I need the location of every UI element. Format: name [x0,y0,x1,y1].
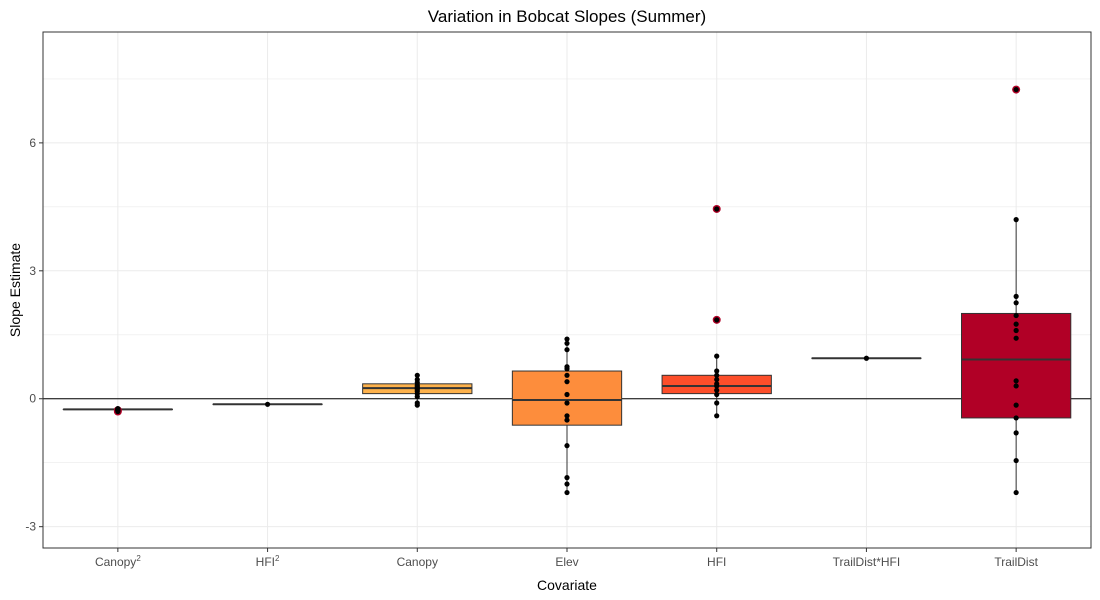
data-point [1013,327,1019,334]
data-point [714,391,720,398]
data-point [564,364,570,370]
x-tick-label: HFI2 [256,554,280,569]
x-tick-label: Canopy2 [95,554,141,569]
data-point [564,372,570,378]
data-point [1013,402,1019,408]
data-point [564,340,570,346]
data-point [564,347,570,353]
outlier-center-point [1013,86,1019,93]
x-axis-title: Covariate [537,577,597,593]
y-axis-ticks: -3 0 3 6 [25,136,43,534]
data-point [714,353,720,359]
x-tick-label: TrailDist*HFI [833,555,901,569]
data-point [564,400,570,406]
data-point [1013,293,1019,299]
data-point [564,417,570,423]
data-point [564,443,570,449]
y-axis-title: Slope Estimate [7,243,23,337]
data-point [564,475,570,481]
outlier-center-point [714,317,720,323]
data-point [714,368,720,374]
outlier-center-point [714,206,720,212]
data-point [564,336,570,342]
data-point [564,481,570,487]
x-tick-label: Canopy [397,555,438,569]
data-point [564,413,570,419]
data-point [564,379,570,385]
data-point [863,355,870,361]
y-tick-label: -3 [25,520,36,534]
data-point [1013,415,1019,421]
data-point [1013,457,1019,464]
data-point [1013,378,1019,384]
data-point [564,391,570,398]
data-point [414,400,420,406]
x-tick-label: TrailDist [994,555,1038,569]
data-point [714,387,720,393]
data-point [1013,383,1019,389]
data-point [414,372,420,378]
data-point [1013,217,1019,223]
data-point [414,376,420,383]
x-axis-ticks: Canopy2 HFI2 Canopy Elev HFI TrailDist*HFI Tra… [95,548,1039,569]
data-point [1013,430,1019,436]
data-point [714,376,720,383]
panel-border [42,31,1092,549]
x-tick-label: Elev [555,555,578,569]
data-point [264,401,271,407]
data-point [1013,312,1019,319]
x-tick-label: HFI [707,555,726,569]
data-point [714,400,720,406]
y-tick-label: 0 [29,392,36,406]
data-point [564,489,570,496]
data-points [113,85,1021,496]
y-tick-label: 3 [29,264,36,278]
data-point [714,372,720,378]
data-point [714,381,720,387]
chart-title: Variation in Bobcat Slopes (Summer) [428,7,706,26]
data-point [714,413,720,419]
data-point [1013,335,1019,341]
data-point [1013,489,1019,496]
y-tick-label: 6 [29,136,36,150]
outlier-center-point [115,407,121,413]
data-point [1013,321,1019,327]
data-point [1013,300,1019,306]
